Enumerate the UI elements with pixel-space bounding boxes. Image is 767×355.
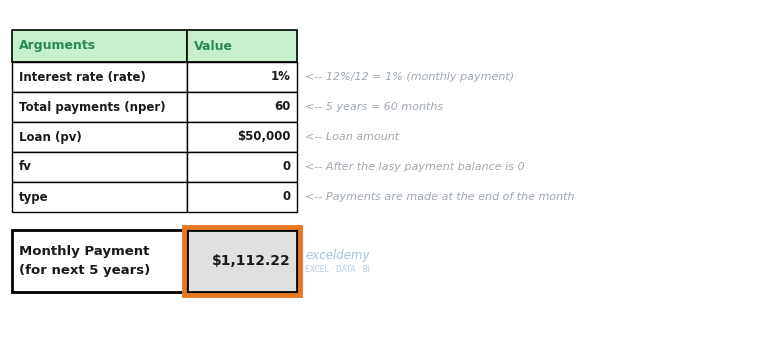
Text: $1,112.22: $1,112.22 — [212, 254, 291, 268]
Text: EXCEL · DATA · BI: EXCEL · DATA · BI — [305, 264, 370, 273]
Bar — [12, 182, 187, 212]
Text: Monthly Payment
(for next 5 years): Monthly Payment (for next 5 years) — [19, 245, 150, 277]
Text: 60: 60 — [275, 100, 291, 114]
Text: exceldemy: exceldemy — [305, 250, 370, 262]
Bar — [12, 62, 187, 92]
Text: Total payments (nper): Total payments (nper) — [19, 100, 166, 114]
Bar — [12, 122, 187, 152]
Bar — [12, 92, 187, 122]
Bar — [12, 230, 187, 292]
Text: <-- Loan amount: <-- Loan amount — [305, 132, 399, 142]
Bar — [187, 182, 297, 212]
Text: Interest rate (rate): Interest rate (rate) — [19, 71, 146, 83]
Text: Value: Value — [194, 39, 233, 53]
Text: <-- 5 years = 60 months: <-- 5 years = 60 months — [305, 102, 443, 112]
Text: $50,000: $50,000 — [238, 131, 291, 143]
Text: <-- 12%/12 = 1% (monthly payment): <-- 12%/12 = 1% (monthly payment) — [305, 72, 514, 82]
Text: 0: 0 — [283, 160, 291, 174]
Text: fv: fv — [19, 160, 32, 174]
Text: type: type — [19, 191, 48, 203]
Text: <-- Payments are made at the end of the month: <-- Payments are made at the end of the … — [305, 192, 574, 202]
Text: <-- After the lasy payment balance is 0: <-- After the lasy payment balance is 0 — [305, 162, 525, 172]
Text: 0: 0 — [283, 191, 291, 203]
Bar — [187, 122, 297, 152]
Bar — [187, 152, 297, 182]
Text: Loan (pv): Loan (pv) — [19, 131, 82, 143]
Text: Arguments: Arguments — [19, 39, 96, 53]
Text: 1%: 1% — [271, 71, 291, 83]
Bar — [187, 230, 297, 292]
Bar — [187, 30, 297, 62]
Bar — [184, 227, 300, 295]
Bar — [187, 62, 297, 92]
Bar — [12, 30, 187, 62]
Bar — [187, 92, 297, 122]
Bar — [12, 152, 187, 182]
